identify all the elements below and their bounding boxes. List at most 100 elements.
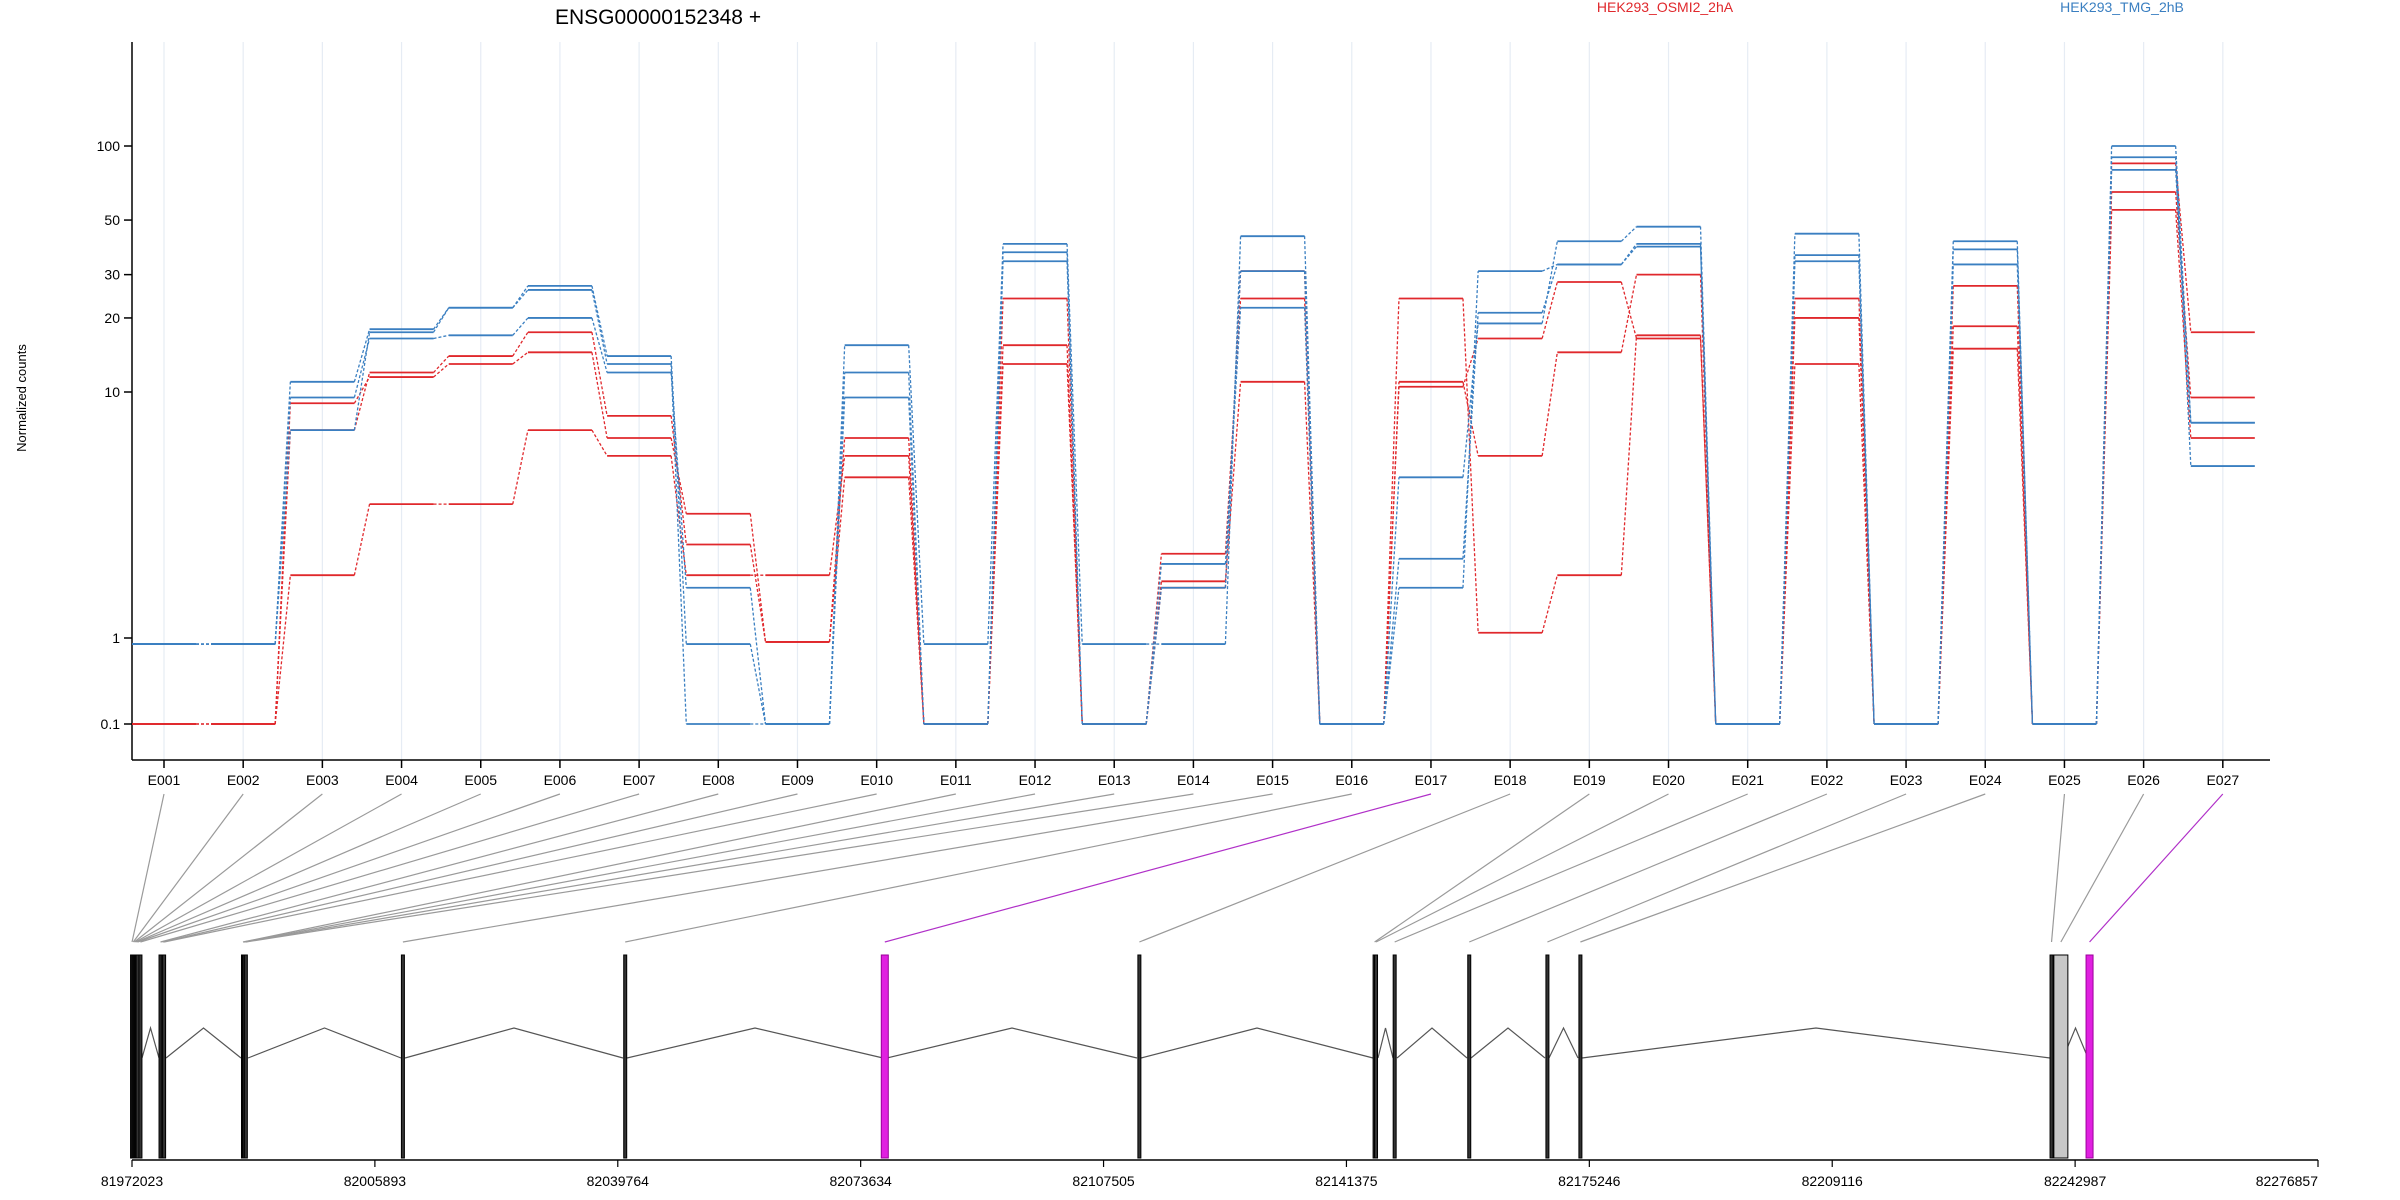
exon-box [243,954,248,1159]
connector-line [1469,793,1828,943]
y-tick-label: 1 [112,630,120,646]
intron [626,1027,884,1059]
exon-transition-line [670,455,687,576]
exon-transition-line [1303,307,1321,725]
exon-transition-line [353,504,371,576]
exon-transition-line [1066,261,1083,725]
y-tick-label: 50 [104,212,120,228]
exon-transition-line [1145,587,1163,725]
x-tick-label: E004 [385,772,418,788]
connector-line [135,793,402,943]
exon-transition-line [987,243,1004,645]
exon-transition-line [353,329,371,382]
connector-line [137,793,561,943]
x-tick-label: E002 [227,772,260,788]
x-tick-label: E022 [1811,772,1844,788]
connector-line [242,793,956,943]
exon-transition-line [1937,264,1954,725]
exon-connector-lines [131,793,2224,943]
genomic-coordinate-axis: 81972023 82005893 82039764 82073634 82107505… [101,1159,2319,1189]
exon-box [1374,954,1379,1159]
x-tick-label: E008 [702,772,735,788]
exon-transition-line [2095,169,2113,725]
gene-model [130,954,2094,1159]
exon-transition-line [987,363,1004,725]
exon-transition-line [749,587,767,725]
y-tick-label: 100 [97,138,121,154]
genomic-tick-label: 82276857 [2256,1173,2319,1189]
x-axis: E001 E002 E003 E004 E005 E006 E007 E008 E009 E010… [132,759,2270,788]
connector-line [625,793,1352,943]
connector-line [162,793,798,943]
connector-line [884,793,1432,943]
exon-transition-line [591,317,608,373]
exon-transition-line [1462,381,1479,457]
exon-transition-line [1462,298,1479,633]
exon-transition-line [1383,477,1400,725]
y-axis: 0.1 1 10 20 30 50 100 [97,42,133,760]
exon-transition-line [1620,243,1638,265]
x-tick-label: E006 [544,772,577,788]
exon-transition-line [1462,271,1479,588]
exon-transition-line [1620,335,1638,576]
exon-transition-line [512,317,529,336]
intron [1548,1026,1579,1059]
exon-transition-line [274,403,292,725]
genomic-tick-label: 82039764 [587,1173,650,1189]
exon-transition-line [670,356,687,645]
x-tick-label: E009 [781,772,814,788]
y-tick-label: 30 [104,267,120,283]
connector-line [133,793,323,943]
x-tick-label: E024 [1969,772,2002,788]
exon-box [138,954,143,1159]
exon-transition-line [1462,323,1479,478]
exon-transition-line [2174,169,2192,423]
exon-transition-line [591,352,608,439]
x-tick-label: E013 [1098,772,1131,788]
connector-line [1394,793,1748,943]
exon-box [162,954,167,1159]
exon-transition-line [1858,261,1875,725]
exon-transition-line [1383,298,1400,725]
exon-transition-line [1620,246,1638,265]
legend: HEK293_OSMI2_2hA HEK293_TMG_2hB [1597,0,2184,15]
x-tick-label: E014 [1177,772,1210,788]
exon-transition-line [512,429,529,505]
exon-transition-line [1937,326,1954,725]
genomic-tick-label: 82073634 [830,1173,893,1189]
exon-transition-line [749,513,767,643]
x-tick-label: E017 [1415,772,1448,788]
exon-transition-line [353,338,371,398]
exon-transition-line [828,397,846,725]
exon-transition-line [353,332,371,431]
intron [1140,1027,1374,1059]
plot-area [132,145,2255,725]
connector-line [243,793,1036,943]
exon-transition-line [1462,312,1479,559]
exon-transition-line [1541,263,1558,272]
exon-transition-line [670,415,687,545]
x-tick-label: E007 [623,772,656,788]
exon-transition-line [1541,264,1558,313]
x-tick-label: E025 [2048,772,2081,788]
intron [1470,1027,1546,1059]
exon-transition-line [1383,558,1400,725]
exon-transition-line [1541,241,1558,324]
exon-transition-line [2174,157,2192,467]
x-tick-label: E020 [1652,772,1685,788]
connector-line [160,793,719,943]
x-tick-label: E011 [940,772,972,788]
connector-line [1547,793,1907,943]
exon-transition-line [591,332,608,416]
exon-box [1467,954,1472,1159]
x-tick-label: E010 [860,772,893,788]
exon-transition-line [670,363,687,725]
exon-transition-line [670,372,687,588]
y-axis-label: Normalized counts [14,344,29,452]
exon-transition-line [512,331,529,357]
exon-box [1545,954,1550,1159]
intron [165,1027,242,1059]
exon-transition-line [670,437,687,514]
exon-transition-line [512,285,529,309]
